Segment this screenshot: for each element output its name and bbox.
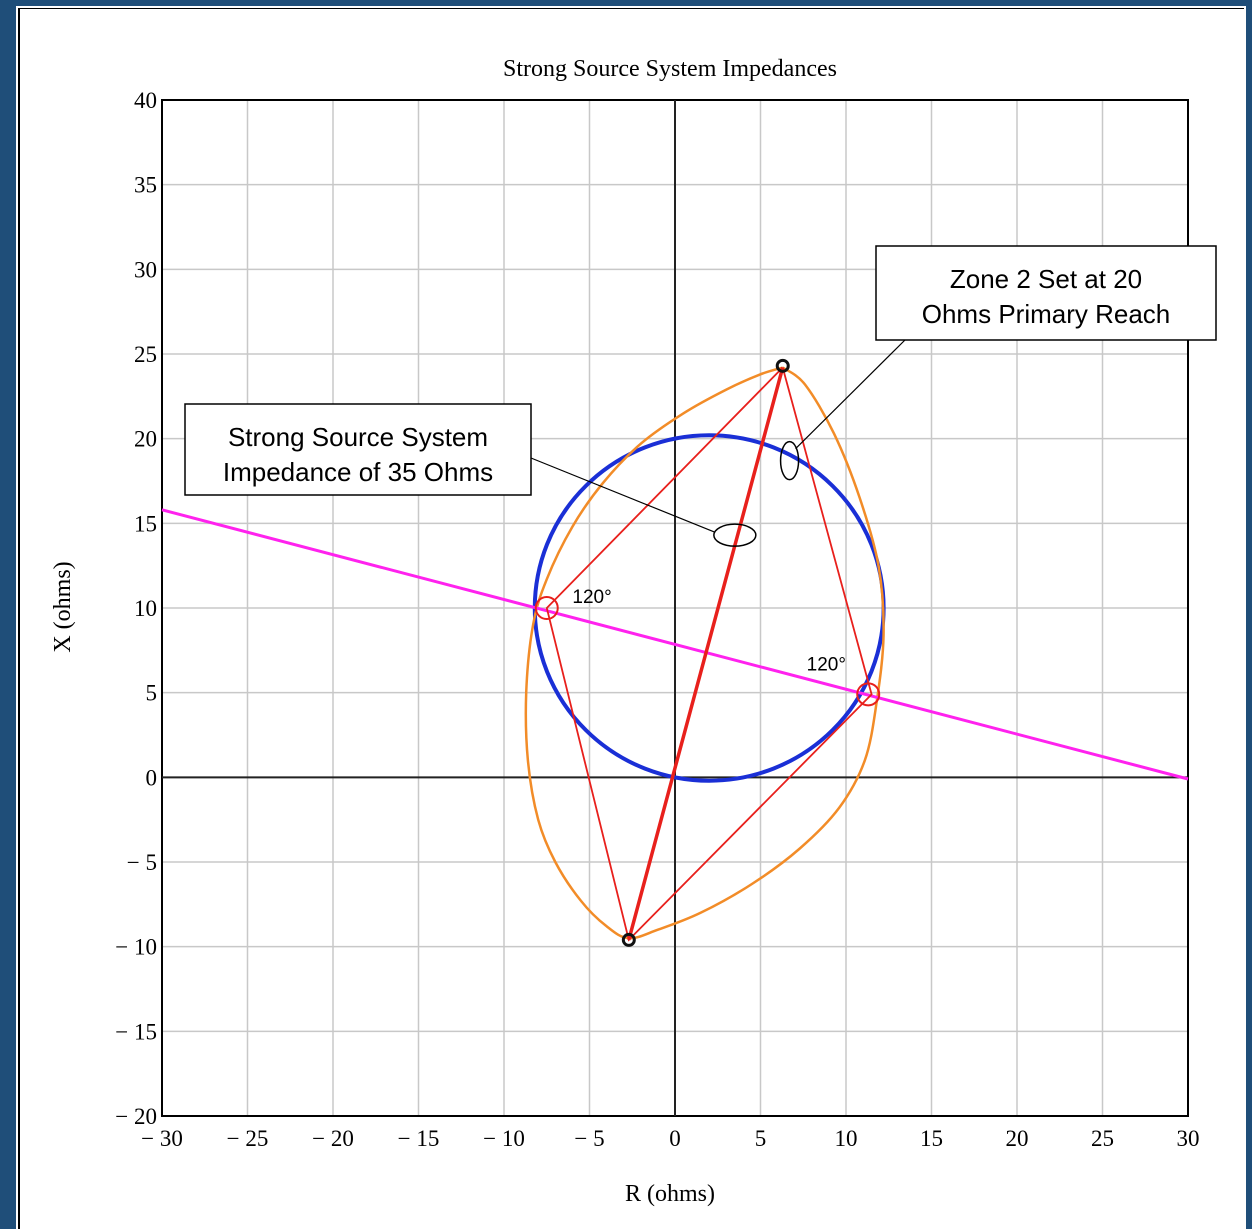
angle-label: 120°	[572, 587, 611, 608]
angle-marker	[534, 596, 559, 620]
annotations: 120° 120°	[534, 358, 881, 947]
callout: Strong Source System Impedance of 35 Ohms	[184, 403, 757, 547]
y-tick-label: − 15	[115, 1019, 157, 1044]
marker-dot	[621, 932, 636, 947]
callout-target	[713, 523, 757, 547]
callout-box	[184, 403, 532, 496]
y-tick-label: − 20	[115, 1104, 157, 1129]
angle-label: 120°	[807, 655, 846, 676]
x-tick-label: − 30	[141, 1126, 183, 1151]
tick-labels: − 30 − 25 − 20 − 15 − 10 − 5 0 5 10 15 20 25 30 − 20 −…	[115, 88, 1199, 1151]
x-tick-label: 0	[669, 1126, 681, 1151]
x-tick-label: 5	[755, 1126, 767, 1151]
x-tick-label: 20	[1006, 1126, 1029, 1151]
x-tick-label: − 15	[398, 1126, 440, 1151]
angle-marker	[856, 682, 881, 707]
callout-leader	[530, 457, 716, 533]
series-lens	[524, 366, 885, 940]
x-tick-label: 15	[920, 1126, 943, 1151]
y-tick-label: − 10	[115, 935, 157, 960]
callouts: Zone 2 Set at 20 Ohms Primary Reach Strong…	[184, 245, 1217, 547]
callout-box	[875, 245, 1217, 341]
y-tick-label: 25	[134, 342, 157, 367]
y-tick-label: 40	[134, 88, 157, 113]
callout-text: Impedance of 35 Ohms	[223, 457, 493, 487]
x-axis-label: R (ohms)	[625, 1181, 715, 1207]
callout-leader	[795, 339, 906, 450]
marker-dot	[775, 358, 790, 373]
frame-inner-border	[18, 8, 1244, 1229]
callout-text: Zone 2 Set at 20	[950, 264, 1142, 294]
axes	[161, 99, 1189, 1117]
y-tick-label: 0	[146, 765, 158, 790]
callout-text: Strong Source System	[228, 422, 488, 452]
chart-title: Strong Source System Impedances	[503, 56, 837, 82]
x-tick-label: − 20	[312, 1126, 354, 1151]
x-tick-label: 25	[1091, 1126, 1114, 1151]
x-tick-label: 10	[835, 1126, 858, 1151]
y-tick-label: 20	[134, 427, 157, 452]
y-axis-label: X (ohms)	[50, 561, 76, 652]
callout-target	[779, 440, 800, 481]
x-tick-label: − 25	[227, 1126, 269, 1151]
callout-text: Ohms Primary Reach	[922, 299, 1171, 329]
series-line	[161, 508, 1189, 781]
y-tick-label: 15	[134, 511, 157, 536]
y-tick-label: 5	[146, 681, 158, 706]
y-tick-label: 35	[134, 173, 157, 198]
x-tick-label: − 10	[483, 1126, 525, 1151]
y-tick-label: 10	[134, 596, 157, 621]
callout: Zone 2 Set at 20 Ohms Primary Reach	[779, 245, 1217, 481]
y-tick-label: 30	[134, 257, 157, 282]
x-tick-label: 30	[1177, 1126, 1200, 1151]
y-tick-label: − 5	[127, 850, 157, 875]
series-diagonal	[627, 367, 785, 941]
x-tick-label: − 5	[574, 1126, 604, 1151]
